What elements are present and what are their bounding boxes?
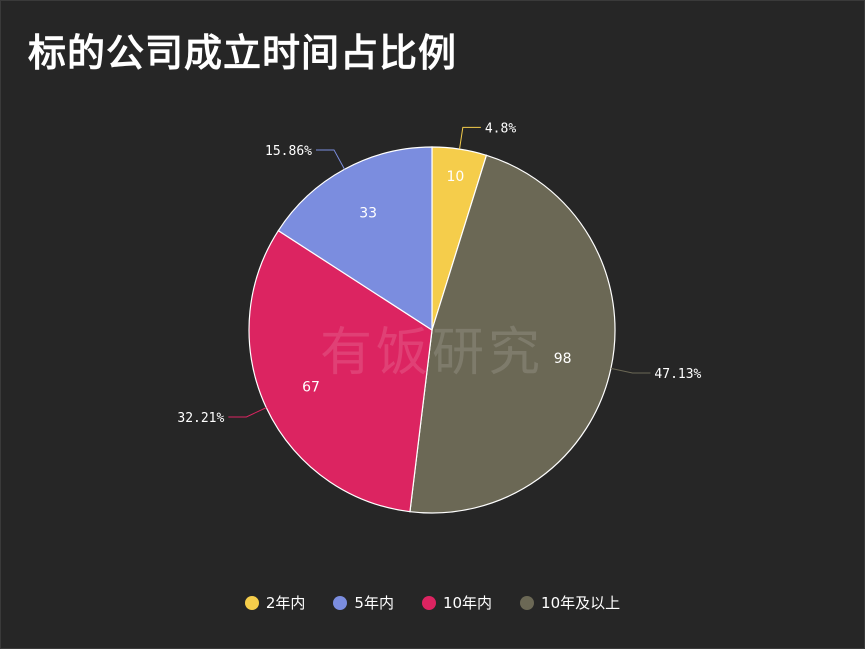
leader-line-3 (228, 407, 267, 418)
legend-swatch (520, 595, 535, 610)
slice-value-label-4: 33 (359, 206, 377, 222)
legend-label: 5年内 (354, 594, 394, 612)
legend-label: 10年及以上 (541, 594, 621, 612)
slice-value-label-1: 10 (446, 169, 464, 185)
legend-item-3[interactable]: 10年内 (421, 592, 493, 613)
legend-swatch (421, 595, 436, 610)
pie-slice-4[interactable] (277, 146, 433, 332)
pie-slice-2[interactable] (409, 154, 616, 514)
legend-label: 2年内 (265, 594, 306, 612)
legend-swatch (333, 595, 348, 610)
slice-value-label-2: 98 (554, 351, 572, 367)
slice-percent-label-2: 47.13% (654, 367, 701, 382)
legend-item-1[interactable]: 2年内 (244, 592, 306, 613)
leader-line-2 (610, 367, 651, 374)
slice-percent-label-1: 4.8% (485, 121, 516, 136)
slice-percent-label-4: 15.86% (265, 144, 312, 159)
legend-label: 10年内 (442, 594, 493, 612)
legend-item-4[interactable]: 10年及以上 (520, 592, 620, 613)
leader-line-4 (316, 149, 345, 170)
page-title: 标的公司成立时间占比例 (28, 31, 458, 75)
legend-item-2[interactable]: 5年内 (333, 592, 394, 613)
leader-line-1 (459, 126, 481, 150)
slice-value-label-3: 67 (302, 380, 320, 396)
watermark: 有饭研究 (320, 323, 544, 383)
legend-swatch (244, 595, 259, 610)
slice-percent-label-3: 32.21% (177, 411, 224, 426)
chart-legend: 2年内 5年内 10年内 10年及以上 (0, 592, 865, 613)
